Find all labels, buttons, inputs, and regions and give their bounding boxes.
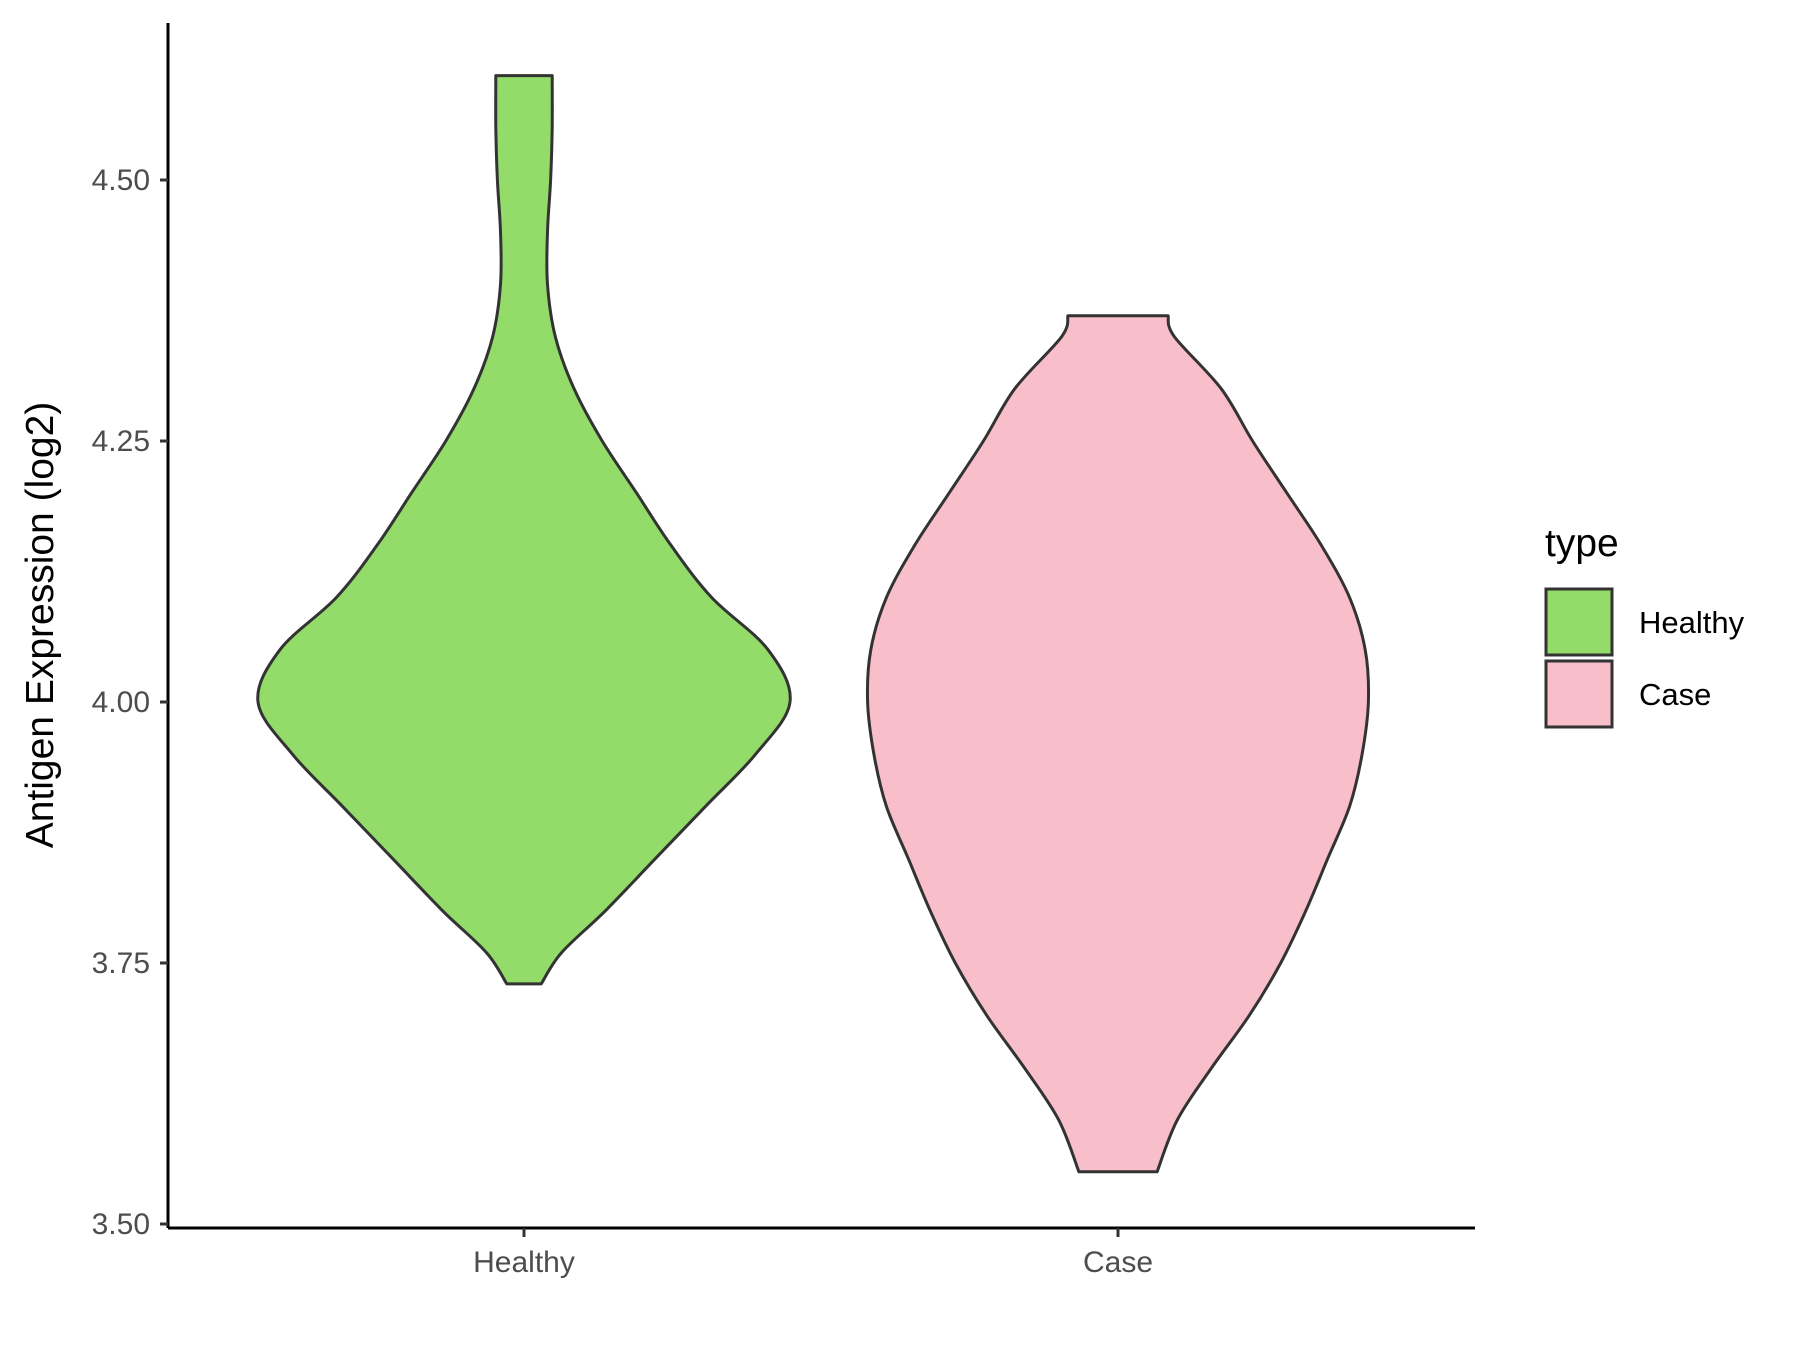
legend-entries: Healthy Case — [1544, 587, 1745, 729]
x-tick-label: Healthy — [473, 1246, 575, 1279]
y-tick-label: 3.75 — [92, 947, 150, 980]
y-tick-label: 3.50 — [92, 1208, 150, 1241]
legend-title: type — [1545, 522, 1619, 565]
violin-healthy — [256, 74, 792, 986]
legend: type Healthy Case — [1544, 522, 1745, 729]
x-ticks-group: Healthy Case — [473, 1228, 1153, 1279]
legend-label-case: Case — [1639, 677, 1711, 712]
y-tick-label: 4.50 — [92, 164, 150, 197]
legend-swatch-case — [1544, 659, 1614, 729]
x-tick-label: Case — [1083, 1246, 1153, 1279]
y-axis-title: Antigen Expression (log2) — [19, 402, 62, 849]
violin-case — [865, 314, 1371, 1174]
y-tick-label: 4.25 — [92, 425, 150, 458]
y-ticks-group: 3.50 3.75 4.00 4.25 4.50 — [92, 164, 168, 1241]
axes-group — [166, 23, 1475, 1230]
violins-group — [256, 74, 1371, 1174]
legend-label-healthy: Healthy — [1639, 605, 1745, 640]
legend-swatch-healthy — [1544, 587, 1614, 657]
y-tick-label: 4.00 — [92, 686, 150, 719]
